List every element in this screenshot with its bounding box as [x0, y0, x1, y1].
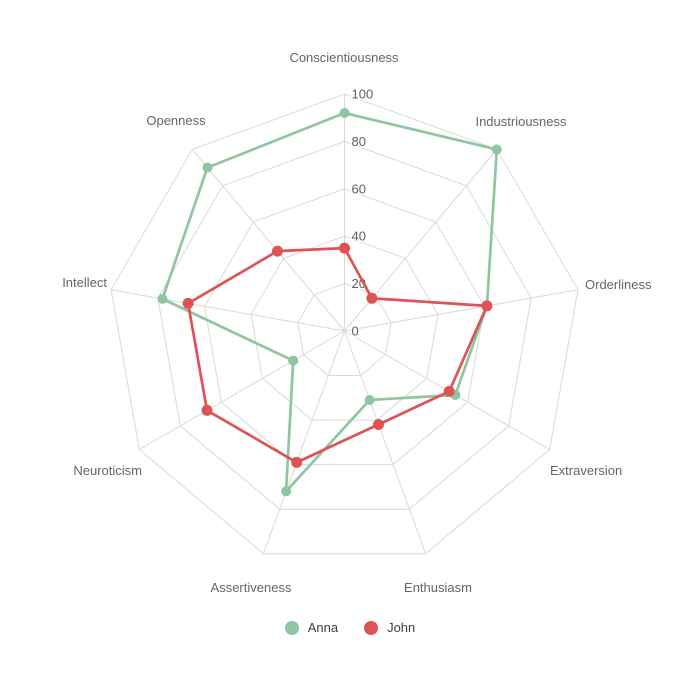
legend-swatch-icon: [364, 620, 379, 635]
legend-label: Anna: [307, 620, 339, 635]
legend-label: John: [387, 620, 416, 635]
grid-ring: [110, 93, 579, 555]
data-point-anna-assertiveness[interactable]: [281, 486, 292, 497]
data-point-john-assertiveness[interactable]: [291, 456, 303, 468]
grid-ring: [203, 188, 486, 466]
legend-swatch-icon: [284, 620, 299, 635]
axis-spoke: [344, 289, 578, 332]
radial-tick-label: 0: [352, 324, 359, 339]
axis-spoke: [262, 330, 345, 554]
series-line-anna: [161, 111, 499, 493]
data-point-anna-industriousness[interactable]: [491, 144, 502, 155]
axis-spoke: [139, 330, 345, 450]
category-label-openness: Openness: [146, 113, 206, 128]
radial-tick-label: 100: [352, 87, 374, 102]
data-point-john-orderliness[interactable]: [481, 300, 493, 312]
data-point-john-intellect[interactable]: [182, 297, 194, 309]
category-label-orderliness: Orderliness: [585, 277, 652, 292]
data-point-john-conscientiousness[interactable]: [339, 242, 350, 254]
data-point-john-openness[interactable]: [272, 245, 283, 257]
radial-tick-label: 60: [352, 181, 366, 196]
data-point-anna-intellect[interactable]: [157, 293, 168, 304]
data-point-john-enthusiasm[interactable]: [373, 419, 384, 430]
axis-spoke: [191, 149, 345, 332]
grid-ring: [250, 235, 439, 421]
data-point-john-industriousness[interactable]: [366, 292, 378, 304]
data-point-anna-conscientiousness[interactable]: [339, 108, 350, 118]
legend: Anna John: [0, 620, 700, 635]
axis-spoke: [344, 330, 427, 554]
category-label-neuroticism: Neuroticism: [73, 463, 142, 478]
data-point-anna-neuroticism[interactable]: [288, 355, 299, 366]
data-point-anna-enthusiasm[interactable]: [364, 395, 375, 405]
category-label-conscientiousness: Conscientiousness: [289, 50, 399, 65]
category-label-enthusiasm: Enthusiasm: [404, 580, 472, 595]
grid-ring: [297, 283, 392, 376]
category-label-industriousness: Industriousness: [475, 114, 567, 129]
legend-item-john[interactable]: John: [364, 620, 415, 635]
data-point-john-extraversion[interactable]: [443, 385, 455, 397]
data-point-john-neuroticism[interactable]: [201, 404, 213, 416]
category-label-extraversion: Extraversion: [550, 463, 622, 478]
legend-item-anna[interactable]: Anna: [284, 620, 339, 635]
radial-tick-label: 40: [352, 229, 366, 244]
axis-spoke: [111, 289, 345, 332]
category-label-intellect: Intellect: [62, 275, 107, 290]
category-label-assertiveness: Assertiveness: [211, 580, 292, 595]
radial-tick-label: 80: [352, 134, 366, 149]
grid-ring: [157, 140, 532, 510]
data-point-anna-openness[interactable]: [202, 162, 213, 173]
series-line-john: [186, 246, 489, 464]
